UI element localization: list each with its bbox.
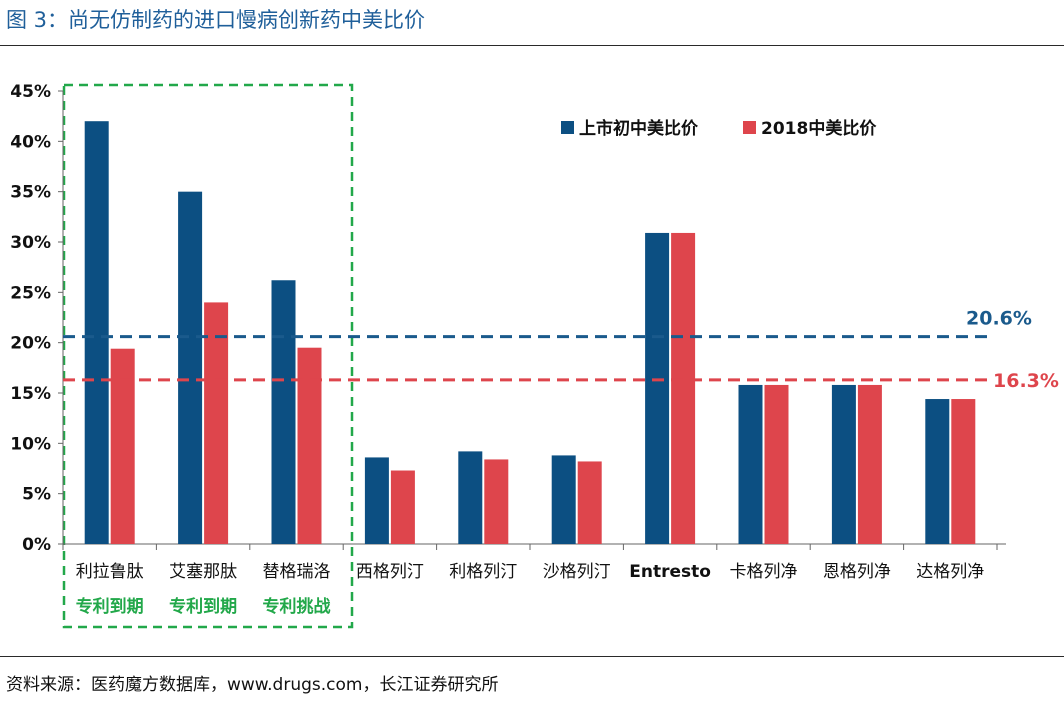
y-tick-label: 45% xyxy=(10,82,51,102)
y-tick-label: 10% xyxy=(10,434,51,454)
y-tick-label: 15% xyxy=(10,384,51,404)
figure-title: 图 3：尚无仿制药的进口慢病创新药中美比价 xyxy=(6,8,426,32)
x-tick-label: 艾塞那肽 xyxy=(169,562,237,582)
bar-2018-1 xyxy=(110,348,135,544)
bar-2018-8 xyxy=(764,384,789,544)
bar-chart: 0%5%10%15%20%25%30%35%40%45% 20.6%16.3% … xyxy=(10,82,1059,629)
bar-2018-7 xyxy=(671,232,696,544)
bar-launch-10 xyxy=(925,399,950,544)
x-tick-label: Entresto xyxy=(629,562,711,582)
x-tick-label: 达格列净 xyxy=(916,562,984,582)
bar-2018-6 xyxy=(577,461,602,544)
bar-2018-4 xyxy=(390,470,415,544)
top-divider xyxy=(0,45,1064,46)
bar-launch-4 xyxy=(364,457,389,544)
patent-status-note: 专利到期 xyxy=(76,596,144,617)
bar-launch-7 xyxy=(645,232,670,544)
bar-launch-2 xyxy=(178,191,203,544)
y-tick-label: 25% xyxy=(10,283,51,303)
y-tick-label: 20% xyxy=(10,334,51,354)
x-tick-label: 卡格列净 xyxy=(730,562,798,582)
bar-2018-2 xyxy=(204,302,229,544)
source-note: 资料来源：医药魔方数据库，www.drugs.com，长江证券研究所 xyxy=(6,675,499,695)
y-tick-label: 30% xyxy=(10,233,51,253)
y-tick-label: 5% xyxy=(22,485,51,505)
bar-launch-1 xyxy=(84,121,109,544)
bar-launch-6 xyxy=(551,455,576,544)
x-tick-label: 利拉鲁肽 xyxy=(76,562,144,582)
bar-launch-9 xyxy=(831,384,856,544)
legend-label-2: 2018中美比价 xyxy=(761,118,877,139)
bar-2018-5 xyxy=(484,459,509,544)
bar-launch-8 xyxy=(738,384,763,544)
bar-2018-10 xyxy=(951,399,976,544)
x-tick-label: 沙格列汀 xyxy=(543,562,611,582)
x-tick-label: 替格瑞洛 xyxy=(263,562,331,582)
legend-swatch-1 xyxy=(561,121,574,134)
bar-launch-5 xyxy=(458,451,483,544)
patent-status-note: 专利到期 xyxy=(169,596,237,617)
y-tick-label: 40% xyxy=(10,132,51,152)
patent-highlight-box xyxy=(62,83,354,629)
reference-label-1: 20.6% xyxy=(966,308,1032,330)
y-tick-label: 35% xyxy=(10,183,51,203)
bar-2018-3 xyxy=(297,347,322,544)
x-tick-label: 恩格列净 xyxy=(823,562,891,582)
x-tick-label: 西格列汀 xyxy=(356,562,424,582)
legend-label-1: 上市初中美比价 xyxy=(579,118,699,139)
y-tick-label: 0% xyxy=(22,535,51,555)
bar-launch-3 xyxy=(271,280,296,544)
legend-swatch-2 xyxy=(743,121,756,134)
bar-2018-9 xyxy=(857,384,882,544)
bottom-divider xyxy=(0,656,1064,657)
x-tick-label: 利格列汀 xyxy=(449,562,517,582)
reference-label-2: 16.3% xyxy=(993,370,1059,392)
patent-status-note: 专利挑战 xyxy=(263,596,331,617)
